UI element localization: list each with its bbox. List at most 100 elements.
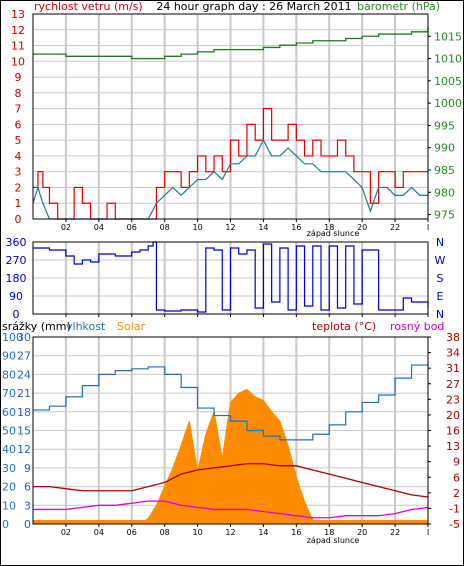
- wind-ytick-label: 10: [11, 55, 25, 68]
- solar-area: [33, 388, 429, 525]
- temp-ytick-label: 16: [446, 425, 460, 438]
- humidity-ytick-label: 30: [2, 462, 16, 475]
- humidity-xtick-label: 18: [324, 528, 334, 537]
- wind-xtick-label: 16: [291, 223, 301, 232]
- humidity-xtick-label: I: [427, 528, 429, 537]
- wind-axis-label: rychlost vetru (m/s): [34, 0, 143, 13]
- temp-ytick-label: -5: [449, 518, 460, 531]
- humidity-xtick-label: 04: [94, 528, 104, 537]
- rain-ytick-label: 27: [17, 350, 31, 363]
- temp-ytick-label: 31: [446, 362, 460, 375]
- humidity-ytick-label: 50: [2, 425, 16, 438]
- humidity-ytick-label: 40: [2, 443, 16, 456]
- wind-ytick-label: 3: [15, 166, 22, 179]
- direction-ytick-label: 90: [9, 290, 23, 303]
- pressure-series: [33, 27, 429, 60]
- direction-ytick-label: 0: [13, 308, 20, 321]
- solar-legend: Solar: [117, 320, 146, 333]
- rain-axis-label: srážky (mm): [2, 320, 71, 333]
- pressure-ytick-label: 1010: [434, 53, 462, 66]
- wind-ytick-label: 4: [15, 150, 22, 163]
- direction-series: [33, 241, 429, 313]
- wind-axes: 0123456789101112139759809859909951000100…: [11, 8, 462, 232]
- direction-ytick-label: 180: [6, 272, 27, 285]
- humidity-axes: 0 10 20 30 40 50 60 70 80 90 100 0 3 6 9 12 15 18 21 24 27 30…: [2, 331, 460, 537]
- wind-ytick-label: 5: [15, 134, 22, 147]
- humidity-legend: vlhkost: [66, 320, 106, 333]
- humidity-temp-panel: srážky (mm) vlhkost Solar teplota (°C) r…: [2, 320, 460, 545]
- temp-ytick-label: 27: [446, 378, 460, 391]
- wind-xtick-label: 12: [225, 223, 235, 232]
- temp-ytick-label: 34: [446, 347, 460, 360]
- wind-ytick-label: 0: [15, 213, 22, 226]
- humidity-ytick-label: 10: [2, 499, 16, 512]
- humidity-ytick-label: 80: [2, 368, 16, 381]
- temp-ytick-label: 13: [446, 440, 460, 453]
- temperature-legend: teplota (°C): [312, 320, 376, 333]
- temperature-line: [33, 463, 429, 498]
- temp-ytick-label: 23: [446, 393, 460, 406]
- humidity-xtick-label: 22: [390, 528, 400, 537]
- wind-xtick-label: I: [427, 223, 429, 232]
- wind-xtick-label: 14: [258, 223, 268, 232]
- sunset-label-1: západ slunce: [307, 229, 360, 238]
- humidity-xtick-label: 20: [357, 528, 367, 537]
- temp-ytick-label: -1: [449, 502, 460, 515]
- rain-ytick-label: 30: [17, 331, 31, 344]
- pressure-ytick-label: 1005: [434, 75, 462, 88]
- wind-series: [33, 108, 428, 220]
- pressure-ytick-label: 975: [434, 209, 455, 222]
- wind-pressure-panel: rychlost vetru (m/s) 24 hour graph day :…: [11, 0, 462, 238]
- humidity-line: [33, 363, 429, 441]
- rain-ytick-label: 12: [17, 443, 31, 456]
- wind-ytick-label: 7: [15, 103, 22, 116]
- wind-xtick-label: 18: [324, 223, 334, 232]
- wind-ytick-label: 9: [15, 71, 22, 84]
- humidity-xtick-label: 02: [61, 528, 71, 537]
- wind-ytick-label: 8: [15, 87, 22, 100]
- humidity-xtick-label: 12: [225, 528, 235, 537]
- compass-label: N: [436, 236, 444, 249]
- wind-xtick-label: 22: [390, 223, 400, 232]
- humidity-ytick-label: 0: [2, 518, 9, 531]
- wind-xtick-label: 02: [61, 223, 71, 232]
- rain-ytick-label: 6: [24, 481, 31, 494]
- temp-ytick-label: 20: [446, 409, 460, 422]
- wind-grid: [33, 13, 428, 220]
- pressure-line: [33, 27, 429, 60]
- chart-title: 24 hour graph day : 26 March 2011: [156, 0, 351, 13]
- wind-ytick-label: 1: [15, 197, 22, 210]
- temp-ytick-label: 2: [453, 487, 460, 500]
- humidity-xtick-label: 08: [160, 528, 170, 537]
- rain-ytick-label: 24: [17, 368, 31, 381]
- pressure-ytick-label: 990: [434, 142, 455, 155]
- wind-line: [33, 108, 428, 220]
- pressure-ytick-label: 1015: [434, 30, 462, 43]
- rain-ytick-label: 3: [24, 499, 31, 512]
- wind-xtick-label: 10: [192, 223, 202, 232]
- rain-ytick-label: 0: [24, 518, 31, 531]
- humidity-xtick-label: 10: [192, 528, 202, 537]
- direction-ytick-label: 270: [6, 254, 27, 267]
- humidity-ytick-label: 60: [2, 406, 16, 419]
- temp-ytick-label: 6: [453, 471, 460, 484]
- solar-baseline: [33, 520, 428, 524]
- temp-ytick-label: 38: [446, 331, 460, 344]
- wind-xtick-label: 08: [160, 223, 170, 232]
- compass-label: E: [437, 290, 444, 303]
- sunset-label-3: západ slunce: [307, 536, 360, 545]
- wind-xtick-label: 06: [127, 223, 137, 232]
- humidity-ytick-label: 90: [2, 350, 16, 363]
- temp-ytick-label: 9: [453, 456, 460, 469]
- compass-label: N: [436, 308, 444, 321]
- humidity-xtick-label: 14: [258, 528, 268, 537]
- dew-point-line: [33, 500, 429, 519]
- wind-ytick-label: 6: [15, 118, 22, 131]
- direction-line: [33, 241, 429, 313]
- rain-ytick-label: 9: [24, 462, 31, 475]
- compass-label: W: [435, 254, 446, 267]
- direction-ytick-label: 360: [6, 236, 27, 249]
